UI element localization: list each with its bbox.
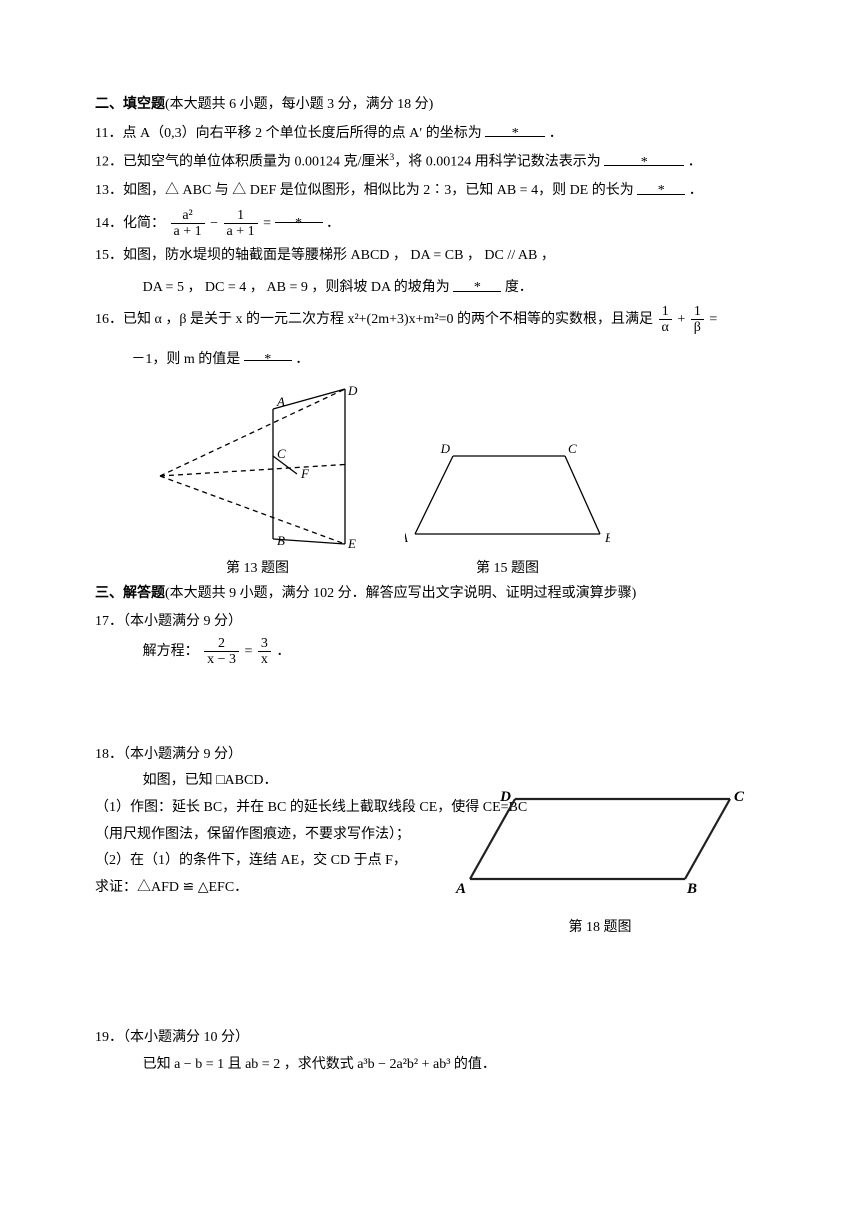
q17-frac1: 2x − 3 bbox=[204, 636, 239, 668]
sec2-desc: (本大题共 6 小题，每小题 3 分，满分 18 分) bbox=[165, 97, 433, 112]
fig18-block: A B C D 第 18 题图 bbox=[455, 787, 745, 942]
svg-text:D: D bbox=[499, 789, 511, 805]
q12-blank: * bbox=[604, 150, 684, 166]
svg-text:E: E bbox=[347, 536, 356, 551]
svg-text:A: A bbox=[455, 881, 466, 897]
svg-text:D: D bbox=[440, 444, 451, 456]
fig15-svg: A B C D bbox=[405, 444, 610, 552]
q16-frac2: 1β bbox=[691, 304, 704, 336]
q11: 11．点 A（0,3）向右平移 2 个单位长度后所得的点 A′ 的坐标为 * ． bbox=[95, 121, 765, 148]
svg-text:C: C bbox=[734, 789, 745, 805]
q11-blank: * bbox=[485, 121, 545, 137]
sec3-title: 三、解答题 bbox=[95, 586, 165, 601]
fig13-caption: 第 13 题图 bbox=[155, 560, 360, 578]
figures-row: O A B C D E F 第 13 题图 A B C D 第 15 题图 bbox=[155, 384, 765, 578]
fig15-block: A B C D 第 15 题图 bbox=[405, 444, 610, 578]
svg-text:F: F bbox=[300, 466, 310, 481]
sec3-desc: (本大题共 9 小题，满分 102 分．解答应写出文字说明、证明过程或演算步骤) bbox=[165, 586, 636, 601]
q17-frac2: 3x bbox=[258, 636, 271, 668]
q14: 14．化简： a²a + 1 − 1a + 1 = * ． bbox=[95, 207, 765, 241]
svg-text:A: A bbox=[405, 530, 408, 545]
section-3-header: 三、解答题(本大题共 9 小题，满分 102 分．解答应写出文字说明、证明过程或… bbox=[95, 581, 765, 608]
q14-frac2: 1a + 1 bbox=[224, 208, 258, 240]
q16-frac1: 1α bbox=[659, 304, 672, 336]
q17: 17．（本小题满分 9 分） 解方程： 2x − 3 = 3x ． bbox=[95, 609, 765, 668]
q16-blank: * bbox=[244, 344, 292, 360]
fig13-svg: O A B C D E F bbox=[155, 384, 360, 552]
svg-text:D: D bbox=[347, 384, 358, 398]
q18: 18．（本小题满分 9 分） 如图，已知 □ABCD． （1）作图：延长 BC，… bbox=[95, 742, 765, 902]
svg-text:O: O bbox=[155, 469, 156, 484]
q13-blank: * bbox=[637, 178, 685, 194]
sec2-title: 二、填空题 bbox=[95, 97, 165, 112]
svg-text:B: B bbox=[277, 533, 285, 548]
fig18-svg: A B C D bbox=[455, 787, 745, 903]
fig18-caption: 第 18 题图 bbox=[455, 915, 745, 942]
section-2-header: 二、填空题(本大题共 6 小题，每小题 3 分，满分 18 分) bbox=[95, 92, 765, 119]
q15: 15．如图，防水堤坝的轴截面是等腰梯形 ABCD ， DA = CB ， DC … bbox=[95, 243, 765, 302]
svg-text:C: C bbox=[277, 446, 286, 461]
svg-text:B: B bbox=[605, 530, 610, 545]
q14-blank: * bbox=[275, 207, 323, 223]
svg-text:A: A bbox=[276, 394, 285, 409]
q19: 19．（本小题满分 10 分） 已知 a − b = 1 且 ab = 2 ，求… bbox=[95, 1025, 765, 1078]
q13: 13．如图，△ ABC 与 △ DEF 是位似图形，相似比为 2∶3，已知 AB… bbox=[95, 178, 765, 205]
q12: 12．已知空气的单位体积质量为 0.00124 克/厘米3，将 0.00124 … bbox=[95, 149, 765, 176]
svg-text:C: C bbox=[568, 444, 577, 456]
q16: 16．已知 α ，β 是关于 x 的一元二次方程 x²+(2m+3)x+m²=0… bbox=[95, 304, 765, 376]
fig15-caption: 第 15 题图 bbox=[405, 560, 610, 578]
q14-frac1: a²a + 1 bbox=[171, 208, 205, 240]
svg-text:B: B bbox=[686, 881, 697, 897]
fig13-block: O A B C D E F 第 13 题图 bbox=[155, 384, 360, 578]
q15-blank: * bbox=[453, 275, 501, 291]
